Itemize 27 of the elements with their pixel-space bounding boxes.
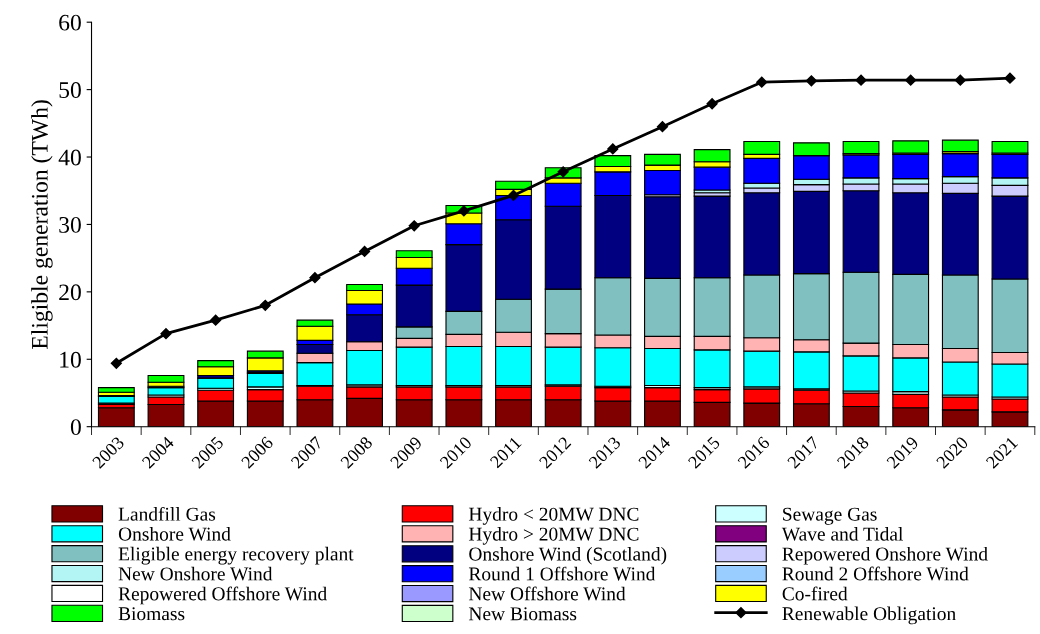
legend-label: Round 2 Offshore Wind (782, 566, 969, 581)
y-tick-label: 40 (58, 149, 81, 166)
legend-label: Co-fired (782, 586, 848, 601)
legend-label: Wave and Tidal (781, 527, 903, 541)
y-tick-label: 20 (59, 284, 81, 301)
legend-label: Repowered Offshore Wind (118, 586, 327, 605)
y-tick-label: 60 (59, 14, 81, 31)
legend-label: New Onshore Wind (118, 566, 273, 581)
x-tick-label: 2011 (489, 436, 522, 469)
legend-label: Onshore Wind (118, 526, 231, 541)
legend-label: Hydro > 20MW DNC (468, 527, 639, 545)
y-tick-label: 50 (59, 82, 81, 99)
legend-label: Hydro < 20MW DNC (468, 507, 639, 525)
legend-label: Landfill Gas (118, 506, 216, 521)
y-axis-title: Eligible generation (TWh) (31, 100, 53, 349)
y-tick-label: 0 (70, 419, 81, 436)
legend-label: New Offshore Wind (468, 586, 626, 601)
legend-label: Eligible energy recovery plant (118, 546, 354, 565)
y-tick-label: 10 (60, 351, 81, 368)
legend-label: Onshore Wind (Scotland) (469, 546, 667, 565)
legend-label: New Biomass (468, 607, 577, 621)
legend-label: Round 1 Offshore Wind (468, 566, 656, 581)
legend-label: Sewage Gas (783, 507, 877, 525)
legend-label: Biomass (118, 607, 185, 621)
legend-label: Repowered Onshore Wind (782, 546, 988, 565)
legend-label: Renewable Obligation (782, 606, 956, 625)
y-tick-label: 30 (59, 216, 81, 233)
